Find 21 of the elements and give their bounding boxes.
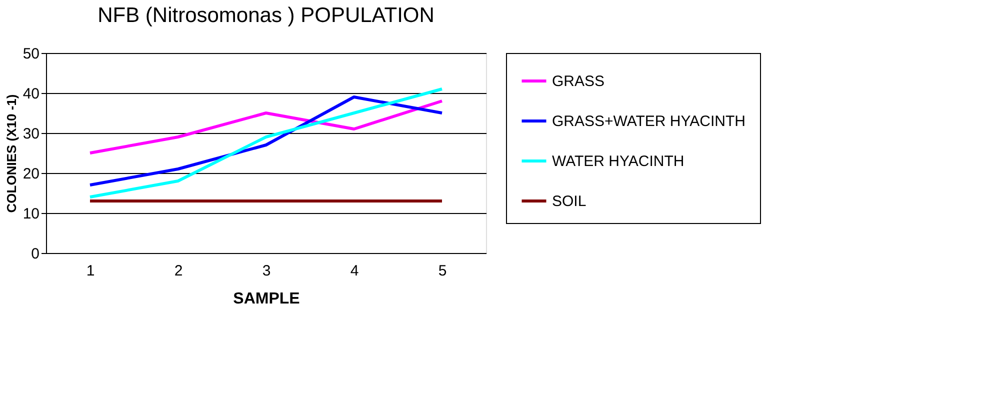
legend-label: GRASS+WATER HYACINTH	[552, 113, 746, 130]
x-tick-label: 4	[350, 262, 359, 280]
y-tick-label: 50	[22, 46, 40, 62]
y-tick-label: 0	[31, 246, 40, 262]
chart-title: NFB (Nitrosomonas ) POPULATION	[98, 4, 434, 27]
y-axis-title: COLONIES (X10 -1)	[4, 94, 19, 213]
legend-label: GRASS	[552, 73, 605, 90]
x-tick-label: 2	[174, 262, 183, 280]
y-tick-label: 30	[22, 126, 40, 142]
line-series	[88, 96, 444, 186]
legend-label: WATER HYACINTH	[552, 153, 684, 170]
y-tick-label: 10	[22, 206, 40, 222]
y-tick-label: 40	[22, 86, 40, 102]
y-tick-label: 20	[22, 166, 40, 182]
x-axis-title: SAMPLE	[233, 290, 300, 308]
legend-label: SOIL	[552, 193, 586, 210]
x-tick-label: 1	[86, 262, 95, 280]
line-series	[88, 88, 444, 198]
x-tick-label: 3	[262, 262, 271, 280]
x-tick-label: 5	[438, 262, 447, 280]
line-series	[88, 100, 444, 154]
